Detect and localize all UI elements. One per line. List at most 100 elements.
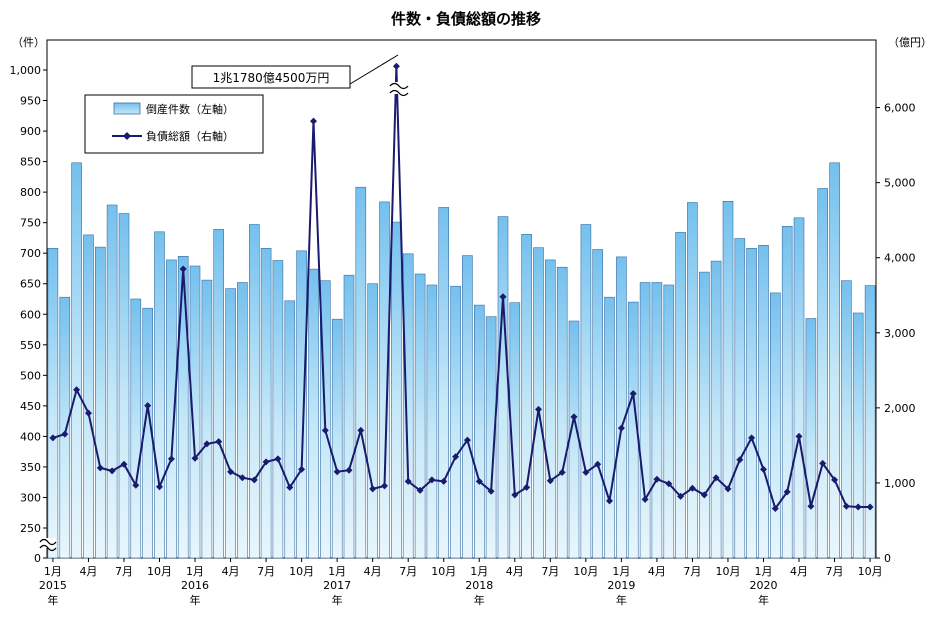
left-tick-label: 550: [20, 339, 41, 352]
debt-point: [49, 434, 57, 442]
debt-point: [842, 502, 850, 510]
x-month-label: 1月: [44, 565, 62, 578]
bar: [272, 260, 284, 559]
bar: [639, 282, 651, 559]
bar: [367, 283, 379, 559]
x-month-label: 7月: [399, 565, 417, 578]
x-month-label: 1月: [328, 565, 346, 578]
debt-point: [262, 458, 270, 466]
debt-point: [203, 440, 211, 448]
bar: [473, 304, 485, 559]
debt-point: [688, 484, 696, 492]
line-series: [49, 62, 874, 512]
debt-point: [641, 495, 649, 503]
right-tick-label: 6,000: [884, 102, 916, 115]
bar: [177, 255, 189, 559]
debt-point: [310, 117, 317, 125]
debt-point: [807, 502, 815, 510]
debt-point: [215, 438, 223, 446]
debt-point: [677, 492, 685, 500]
bar: [462, 255, 473, 559]
right-tick-label: 4,000: [884, 252, 916, 265]
bar: [47, 248, 59, 559]
bar: [331, 318, 343, 559]
bar: [450, 285, 461, 559]
bar: [249, 224, 260, 559]
debt-point: [866, 503, 874, 511]
bar: [852, 312, 864, 559]
x-month-label: 1月: [186, 565, 204, 578]
debt-point: [712, 474, 720, 482]
x-year-label: 2018: [465, 579, 493, 592]
left-axis-unit: （件）: [12, 36, 45, 49]
x-month-label: 4月: [790, 565, 808, 578]
debt-point: [819, 459, 827, 467]
bar: [722, 201, 734, 559]
debt-point: [511, 491, 519, 499]
bar: [734, 238, 746, 559]
debt-point: [357, 426, 365, 434]
bar: [663, 284, 675, 559]
legend-bar-swatch: [113, 102, 141, 115]
axis-break-mark: [39, 538, 57, 552]
x-year-suffix: 年: [474, 593, 485, 607]
x-year-label: 2017: [323, 579, 351, 592]
x-year-suffix: 年: [332, 593, 343, 607]
debt-point: [487, 487, 495, 495]
bar: [83, 234, 94, 559]
x-month-label: 7月: [541, 565, 559, 578]
debt-point: [546, 477, 554, 485]
debt-point: [463, 436, 471, 444]
debt-point: [333, 468, 341, 476]
x-year-suffix: 年: [190, 593, 201, 607]
bar: [71, 162, 82, 559]
bar: [59, 296, 71, 559]
x-month-label: 7月: [115, 565, 133, 578]
bar: [544, 259, 556, 559]
debt-point: [724, 485, 732, 493]
debt-point: [286, 483, 294, 491]
bar: [308, 268, 319, 559]
x-year-suffix: 年: [616, 593, 627, 607]
debt-point: [167, 455, 175, 463]
x-year-label: 2016: [181, 579, 209, 592]
x-month-label: 10月: [573, 565, 598, 578]
bar: [580, 224, 592, 559]
left-tick-label: 900: [20, 125, 41, 138]
x-year-suffix: 年: [758, 593, 769, 607]
x-month-label: 10月: [858, 565, 883, 578]
bar: [95, 246, 106, 559]
right-tick-label: 2,000: [884, 402, 916, 415]
right-axis-unit: （億円）: [888, 36, 932, 49]
bar: [343, 274, 355, 559]
debt-point: [250, 476, 258, 484]
debt-point: [617, 424, 625, 432]
bar: [118, 213, 130, 559]
x-month-label: 10月: [289, 565, 314, 578]
bar: [864, 285, 876, 559]
debt-point: [120, 460, 128, 468]
bar: [237, 282, 248, 559]
legend-label-count: 倒産件数（左軸）: [146, 102, 234, 116]
debt-point: [369, 485, 377, 493]
bar: [710, 260, 722, 559]
bar: [592, 249, 604, 559]
bar: [556, 266, 568, 559]
bar: [675, 232, 686, 559]
bar: [414, 273, 426, 559]
debt-point: [416, 486, 424, 494]
bar: [651, 282, 663, 559]
debt-point: [736, 456, 744, 464]
debt-point: [345, 466, 353, 474]
debt-point: [85, 409, 92, 417]
left-tick-label: 600: [20, 308, 41, 321]
left-tick-label: 250: [20, 522, 41, 535]
x-month-label: 1月: [612, 565, 630, 578]
x-month-label: 4月: [364, 565, 382, 578]
bar: [213, 229, 224, 559]
debt-point: [700, 491, 708, 499]
left-tick-label: 500: [20, 369, 41, 382]
bar: [521, 234, 532, 559]
